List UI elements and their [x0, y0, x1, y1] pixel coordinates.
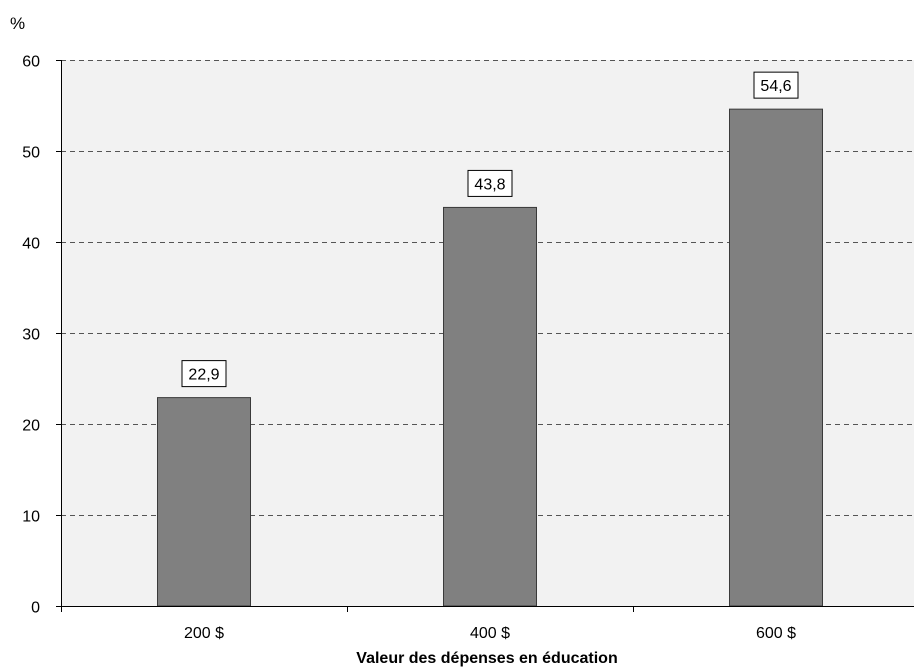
data-label: 54,6 [760, 78, 791, 95]
data-label-box [753, 71, 799, 99]
x-tick-label: 400 $ [470, 625, 510, 642]
y-tick-label: 30 [22, 327, 40, 344]
data-label: 22,9 [188, 367, 219, 384]
y-tick-label: 40 [22, 236, 40, 253]
y-tick-labels: 0 10 20 30 40 50 60 [22, 54, 40, 617]
data-label-box [467, 169, 513, 197]
y-axis-unit: % [10, 14, 25, 33]
axes [56, 60, 914, 612]
bar [729, 108, 823, 607]
x-tick-labels: 200 $ 400 $ 600 $ [184, 625, 796, 642]
x-axis-title: Valeur des dépenses en éducation [356, 650, 617, 667]
y-tick-label: 50 [22, 145, 40, 162]
bar [443, 206, 537, 607]
x-tick-label: 600 $ [756, 625, 796, 642]
x-tick-label: 200 $ [184, 625, 224, 642]
y-tick-label: 0 [31, 600, 40, 617]
data-labels: 22,9 43,8 54,6 [181, 71, 799, 388]
bar [157, 397, 251, 607]
bars [157, 108, 823, 607]
y-tick-label: 10 [22, 509, 40, 526]
y-tick-label: 60 [22, 54, 40, 71]
data-label-box [181, 360, 227, 388]
data-label: 43,8 [474, 176, 505, 193]
y-tick-label: 20 [22, 418, 40, 435]
